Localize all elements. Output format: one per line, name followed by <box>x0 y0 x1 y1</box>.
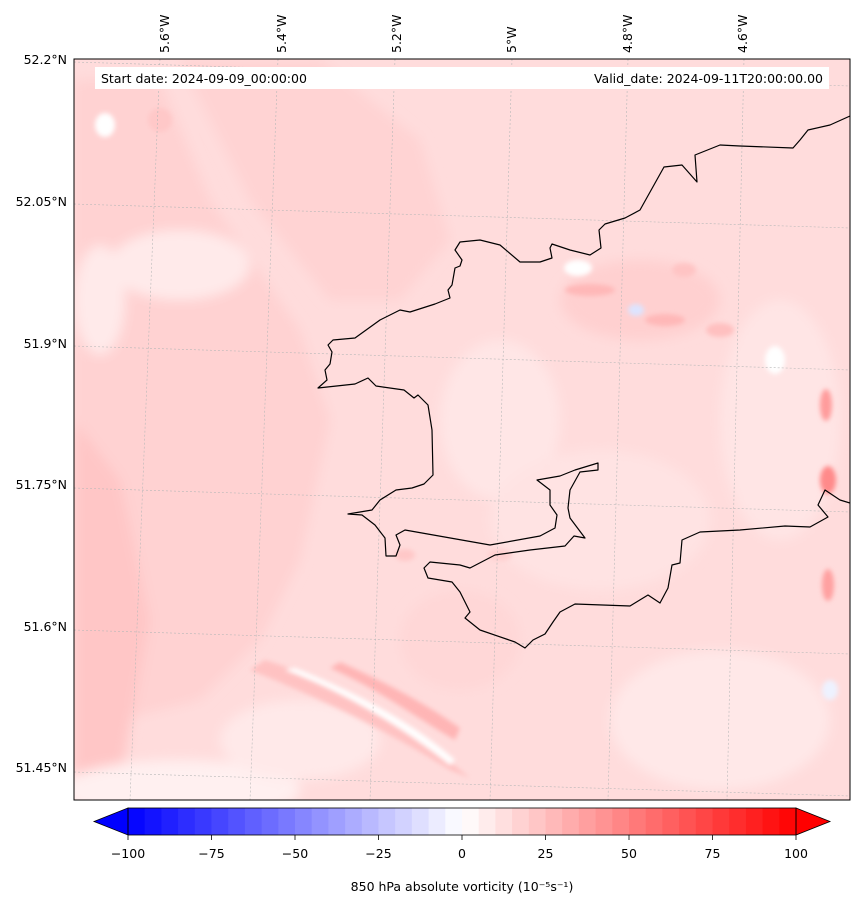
colorbar-cell <box>161 808 179 835</box>
cbar-tick-25: 25 <box>538 846 554 861</box>
cbar-tick-neg25: −25 <box>365 846 391 861</box>
lat-label-51.6n: 51.6°N <box>24 619 67 634</box>
colorbar-cell <box>512 808 530 835</box>
valid-date: Valid_date: 2024-09-11T20:00:00.00 <box>594 71 823 86</box>
lat-label-52.05n: 52.05°N <box>16 194 67 209</box>
colorbar-cell <box>762 808 780 835</box>
colorbar-cell <box>428 808 446 835</box>
colorbar-cell <box>729 808 747 835</box>
cbar-tick-75: 75 <box>705 846 721 861</box>
colorbar-cell <box>629 808 647 835</box>
colorbar-cell <box>478 808 496 835</box>
colorbar-cell <box>311 808 329 835</box>
colorbar-cell <box>595 808 613 835</box>
lat-label-51.9n: 51.9°N <box>24 336 67 351</box>
lon-labels: 5.6°W 5.4°W 5.2°W 5°W 4.8°W 4.6°W <box>157 15 750 54</box>
date-banner <box>95 67 829 89</box>
lon-label-5.4w: 5.4°W <box>274 15 289 54</box>
start-date: Start date: 2024-09-09_00:00:00 <box>101 71 307 86</box>
colorbar-cell <box>562 808 580 835</box>
colorbar-cell <box>679 808 697 835</box>
colorbar-cell <box>345 808 363 835</box>
colorbar-cell <box>695 808 714 835</box>
lat-labels: 52.2°N 52.05°N 51.9°N 51.75°N 51.6°N 51.… <box>16 52 67 775</box>
cbar-tick-100: 100 <box>784 846 808 861</box>
gridlines <box>74 59 850 800</box>
colorbar-cell <box>662 808 680 835</box>
colorbar-extend-low <box>92 807 129 836</box>
colorbar-cell <box>228 808 246 835</box>
colorbar-label: 850 hPa absolute vorticity (10⁻⁵s⁻¹) <box>351 879 574 894</box>
colorbar-cell <box>745 808 764 835</box>
lat-label-51.45n: 51.45°N <box>16 760 67 775</box>
colorbar-cell <box>378 808 396 835</box>
colorbar-cell <box>545 808 563 835</box>
lon-label-4.8w: 4.8°W <box>620 15 635 54</box>
coastline <box>317 115 850 649</box>
vorticity-field <box>74 59 850 800</box>
colorbar-extend-high <box>795 807 832 836</box>
cbar-tick-neg75: −75 <box>198 846 224 861</box>
cbar-tick-neg100: −100 <box>111 846 145 861</box>
colorbar-cell <box>211 808 229 835</box>
cbar-tick-50: 50 <box>621 846 637 861</box>
colorbar-cell <box>712 808 730 835</box>
lon-label-4.6w: 4.6°W <box>735 15 750 54</box>
colorbar-cell <box>462 808 480 835</box>
colorbar-cell <box>144 808 162 835</box>
colorbar-cell <box>395 808 413 835</box>
colorbar: −100 −75 −50 −25 0 25 50 75 100 850 hPa … <box>92 807 832 894</box>
colorbar-cell <box>361 808 380 835</box>
colorbar-cell <box>128 808 146 835</box>
colorbar-cell <box>328 808 346 835</box>
colorbar-cell <box>578 808 597 835</box>
colorbar-cell <box>645 808 663 835</box>
colorbar-cell <box>612 808 630 835</box>
map-frame <box>73 58 851 801</box>
colorbar-cell <box>194 808 213 835</box>
colorbar-cell <box>244 808 263 835</box>
colorbar-cell <box>495 808 513 835</box>
colorbar-cell <box>445 808 463 835</box>
colorbar-cell <box>528 808 547 835</box>
cbar-tick-neg50: −50 <box>282 846 308 861</box>
lon-label-5.2w: 5.2°W <box>389 15 404 54</box>
colorbar-ticks <box>127 835 797 840</box>
colorbar-cell <box>295 808 313 835</box>
lon-label-5w: 5°W <box>504 26 519 53</box>
colorbar-cell <box>278 808 296 835</box>
lat-label-51.75n: 51.75°N <box>16 477 67 492</box>
colorbar-cells <box>128 808 797 835</box>
colorbar-cell <box>178 808 196 835</box>
colorbar-cell <box>779 808 797 835</box>
lon-label-5.6w: 5.6°W <box>157 15 172 54</box>
lat-label-52.2n: 52.2°N <box>24 52 67 67</box>
colorbar-cell <box>261 808 279 835</box>
colorbar-cell <box>411 808 430 835</box>
cbar-tick-0: 0 <box>458 846 466 861</box>
